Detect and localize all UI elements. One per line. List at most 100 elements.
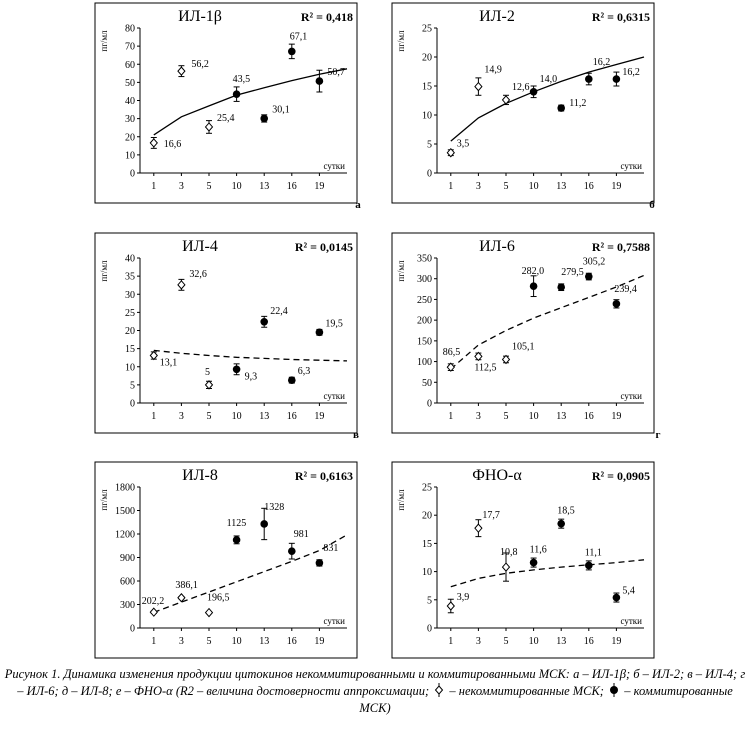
y-tick-label: 1200 xyxy=(115,530,135,541)
x-tick-label: 10 xyxy=(232,636,242,647)
x-tick-label: 1 xyxy=(151,411,156,422)
data-label: 16,2 xyxy=(622,67,640,78)
data-label: 18,5 xyxy=(557,506,575,517)
y-tick-label: 30 xyxy=(125,290,135,301)
x-axis-unit: сутки xyxy=(621,391,643,401)
x-axis-unit: сутки xyxy=(324,616,346,626)
data-label: 1125 xyxy=(227,518,247,529)
x-tick-label: 19 xyxy=(611,411,621,422)
y-tick-label: 10 xyxy=(422,567,432,578)
x-tick-label: 13 xyxy=(556,181,566,192)
y-tick-label: 0 xyxy=(427,624,432,635)
x-tick-label: 13 xyxy=(259,411,269,422)
data-point-committed xyxy=(585,75,593,83)
r2-value: R² = 0,6315 xyxy=(592,10,650,24)
x-tick-label: 16 xyxy=(287,636,297,647)
y-tick-label: 1800 xyxy=(115,483,135,494)
y-tick-label: 1500 xyxy=(115,506,135,517)
r2-value: R² = 0,6163 xyxy=(295,469,353,483)
data-point-uncommitted xyxy=(474,523,483,533)
data-label: 196,5 xyxy=(207,593,230,604)
y-tick-label: 5 xyxy=(427,140,432,151)
x-axis-unit: сутки xyxy=(621,616,643,626)
x-tick-label: 13 xyxy=(259,636,269,647)
y-tick-label: 80 xyxy=(125,24,135,35)
data-label: 16,6 xyxy=(164,139,182,150)
x-tick-label: 1 xyxy=(448,181,453,192)
data-point-committed xyxy=(557,519,565,528)
data-label: 16,2 xyxy=(593,57,611,68)
panel-letter: е xyxy=(653,658,658,660)
x-tick-label: 1 xyxy=(448,636,453,647)
data-point-uncommitted xyxy=(446,601,455,611)
y-tick-label: 20 xyxy=(422,511,432,522)
x-tick-label: 16 xyxy=(584,636,594,647)
y-tick-label: 20 xyxy=(422,53,432,64)
data-label: 5,4 xyxy=(622,586,635,597)
x-tick-label: 1 xyxy=(151,636,156,647)
data-label: 19,5 xyxy=(325,318,343,329)
y-axis-label: пг/мл xyxy=(396,260,406,282)
data-point-committed xyxy=(288,47,296,56)
trend-line xyxy=(450,56,645,142)
data-label: 239,4 xyxy=(614,284,637,295)
r2-value: R² = 0,7588 xyxy=(592,240,650,254)
x-tick-label: 10 xyxy=(232,181,242,192)
data-label: 105,1 xyxy=(512,341,535,352)
data-point-uncommitted xyxy=(177,280,186,290)
y-tick-label: 70 xyxy=(125,42,135,53)
panel-title: ИЛ-2 xyxy=(479,8,515,25)
data-point-committed xyxy=(585,561,593,570)
x-tick-label: 19 xyxy=(314,636,324,647)
data-point-uncommitted xyxy=(474,351,483,362)
caption-legend-uncommitted: – некоммитированные МСК; xyxy=(449,684,604,698)
y-tick-label: 10 xyxy=(125,362,135,373)
x-axis-unit: сутки xyxy=(324,161,346,171)
data-label: 50,7 xyxy=(327,67,345,78)
y-tick-label: 40 xyxy=(125,254,135,265)
y-axis-label: пг/мл xyxy=(99,30,109,52)
trend-line xyxy=(153,534,348,613)
y-tick-label: 300 xyxy=(417,274,432,285)
data-label: 112,5 xyxy=(474,362,496,373)
data-point-uncommitted xyxy=(177,592,186,603)
x-axis-unit: сутки xyxy=(621,161,643,171)
y-tick-label: 35 xyxy=(125,272,135,283)
data-label: 25,4 xyxy=(217,113,235,124)
r2-value: R² = 0,0145 xyxy=(295,240,353,254)
data-point-committed xyxy=(288,376,296,384)
data-label: 67,1 xyxy=(290,31,308,42)
x-tick-label: 3 xyxy=(179,636,184,647)
x-tick-label: 10 xyxy=(529,636,539,647)
x-tick-label: 13 xyxy=(259,181,269,192)
r2-value: R² = 0,0905 xyxy=(592,469,650,483)
y-tick-label: 350 xyxy=(417,254,432,265)
y-tick-label: 0 xyxy=(130,399,135,410)
y-tick-label: 5 xyxy=(427,595,432,606)
x-tick-label: 5 xyxy=(207,181,212,192)
y-tick-label: 10 xyxy=(422,111,432,122)
data-label: 3,9 xyxy=(457,592,470,603)
trend-line xyxy=(153,349,348,362)
y-tick-label: 900 xyxy=(120,553,135,564)
x-tick-label: 10 xyxy=(529,181,539,192)
y-tick-label: 15 xyxy=(422,539,432,550)
y-axis-label: пг/мл xyxy=(99,260,109,282)
data-point-committed xyxy=(557,104,565,112)
y-tick-label: 25 xyxy=(125,308,135,319)
data-label: 13,1 xyxy=(160,358,178,369)
y-tick-label: 50 xyxy=(125,78,135,89)
data-label: 386,1 xyxy=(175,580,198,591)
y-axis-label: пг/мл xyxy=(396,489,406,511)
data-point-uncommitted xyxy=(446,147,455,158)
y-axis-label: пг/мл xyxy=(396,30,406,52)
x-tick-label: 3 xyxy=(179,181,184,192)
y-axis-label: пг/мл xyxy=(99,489,109,511)
x-tick-label: 5 xyxy=(207,636,212,647)
x-axis-unit: сутки xyxy=(324,391,346,401)
x-tick-label: 10 xyxy=(529,411,539,422)
data-point-committed xyxy=(612,75,621,83)
